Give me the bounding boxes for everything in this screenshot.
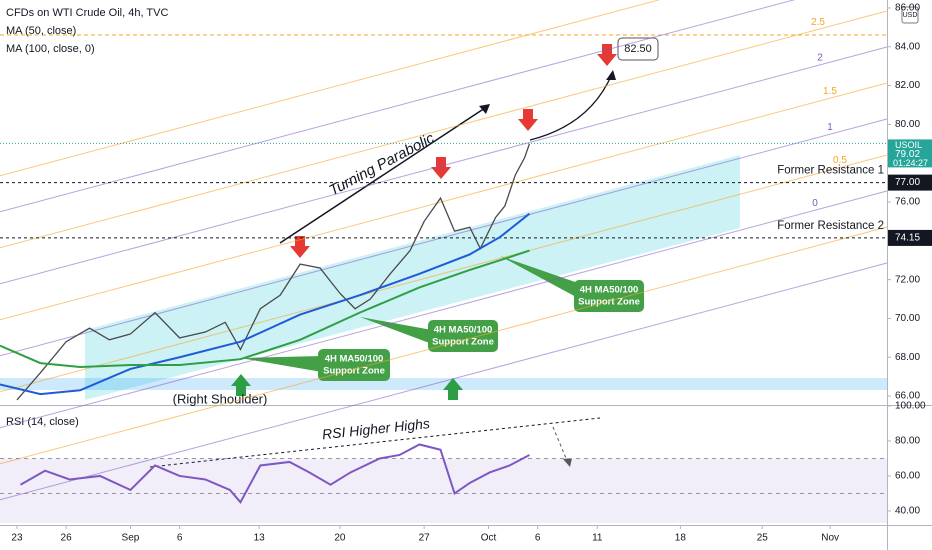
y-tick-label: 84.00 (895, 41, 920, 52)
y-tick-label: 70.00 (895, 313, 920, 324)
series-line (0, 212, 531, 396)
fib-line (0, 0, 661, 177)
fib-line (0, 262, 888, 501)
last-price: 79.02 (895, 149, 920, 160)
curved-arrow (529, 73, 613, 141)
x-tick-label: 26 (61, 533, 73, 544)
fib-label: 2 (817, 53, 823, 64)
currency-box (901, 6, 919, 24)
trend-arrow (279, 105, 489, 244)
y-tick-label: 66.00 (895, 391, 920, 402)
countdown: 01:24:27 (893, 158, 928, 168)
callout-pointer (500, 256, 578, 298)
y-tick-label: 40.00 (895, 506, 920, 517)
arrow-head (479, 104, 490, 114)
price-tag-label: 74.15 (895, 233, 920, 244)
fib-line (0, 154, 888, 393)
callout-text: Support Zone (432, 337, 494, 348)
fib-line (0, 226, 888, 465)
callout-box (318, 349, 390, 381)
series-line (16, 143, 531, 401)
rsi-legend: RSI (14, close) (6, 416, 79, 428)
fib-line (0, 190, 888, 429)
fib-label: 0.5 (833, 155, 847, 166)
legend-ma50: MA (50, close) (6, 25, 76, 37)
x-tick-label: 11 (592, 533, 603, 544)
y-tick-label: 100.00 (895, 401, 926, 412)
shoulder-label: (Right Shoulder) (173, 391, 268, 406)
legend-title: CFDs on WTI Crude Oil, 4h, TVC (6, 7, 168, 19)
series-line (19, 443, 530, 504)
callout-text: 4H MA50/100 (434, 325, 493, 336)
callout-text: Support Zone (323, 366, 385, 377)
fib-line (0, 82, 888, 321)
resistance-label: Former Resistance 1 (777, 165, 884, 177)
callout-pointer (240, 356, 322, 372)
y-tick-label: 80.00 (895, 436, 920, 447)
target-label: 82.50 (624, 43, 652, 55)
down-arrow (431, 157, 451, 179)
callout-box (428, 320, 498, 352)
x-tick-label: 23 (11, 533, 23, 544)
price-tag (888, 174, 932, 191)
y-tick-label: 72.00 (895, 274, 920, 285)
y-tick-label: 80.00 (895, 119, 920, 130)
target-box (617, 37, 659, 61)
fib-line (0, 0, 796, 213)
down-arrow (518, 109, 538, 131)
resistance-label: Former Resistance 2 (777, 220, 884, 232)
rsi-arrow (552, 426, 569, 464)
x-tick-label: Sep (122, 533, 140, 544)
green-arrows (231, 374, 463, 400)
arrow-head (606, 70, 616, 80)
fib-label: 0 (812, 198, 818, 209)
fib-line (0, 10, 888, 249)
last-tag (888, 139, 932, 168)
y-tick-label: 82.00 (895, 80, 920, 91)
x-tick-label: 6 (177, 533, 183, 544)
up-arrow (443, 378, 463, 400)
y-tick-label: 60.00 (895, 471, 920, 482)
callout-text: 4H MA50/100 (325, 354, 384, 365)
x-tick-label: 25 (757, 533, 769, 544)
x-tick-label: 6 (535, 533, 541, 544)
up-arrow (231, 374, 251, 396)
x-tick-label: 27 (419, 533, 431, 544)
legend-ma100: MA (100, close, 0) (6, 43, 95, 55)
arrow-head (563, 458, 572, 467)
x-tick-label: Nov (821, 533, 839, 544)
down-arrow (597, 44, 617, 66)
x-tick-label: 20 (334, 533, 346, 544)
callout-pointer (360, 317, 432, 344)
y-tick-label: 86.00 (895, 3, 920, 14)
last-symbol: USOIL (895, 140, 922, 150)
fib-label: 1 (827, 122, 833, 133)
callout-text: Support Zone (578, 297, 640, 308)
y-tick-label: 76.00 (895, 197, 920, 208)
fib-line (0, 46, 888, 285)
currency: USD (903, 12, 918, 19)
price-tag (888, 229, 932, 246)
support-zone (0, 378, 887, 390)
callout-text: 4H MA50/100 (580, 285, 639, 296)
fib-line (0, 118, 888, 357)
fib-label: 2.5 (811, 17, 825, 28)
x-tick-label: 18 (675, 533, 687, 544)
fib-label: 1.5 (823, 86, 837, 97)
callout-box (574, 280, 644, 312)
rsi-band (0, 458, 887, 523)
x-tick-label: Oct (481, 533, 497, 544)
price-tag-label: 77.00 (895, 177, 920, 188)
series-line (0, 249, 530, 368)
y-tick-label: 68.00 (895, 352, 920, 363)
x-tick-label: 13 (254, 533, 266, 544)
callouts (240, 256, 644, 381)
